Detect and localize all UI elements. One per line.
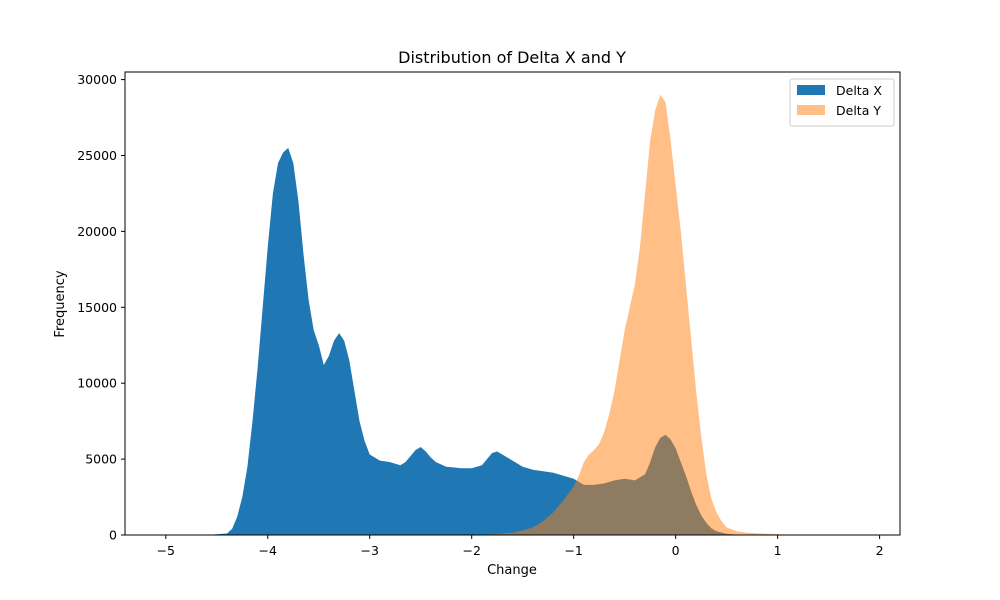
y-tick-label: 0	[109, 528, 117, 543]
x-tick-label: 0	[672, 543, 680, 558]
plot-frame	[124, 71, 901, 536]
legend-swatch-delta-x	[797, 85, 825, 95]
y-axis: 0 5000 10000 15000 20000 25000 30000	[77, 72, 125, 543]
x-tick-label: 1	[774, 543, 782, 558]
legend-label-delta-x: Delta X	[836, 83, 882, 98]
x-tick-label: 2	[876, 543, 884, 558]
x-axis-label: Change	[487, 563, 537, 578]
legend-label-delta-y: Delta Y	[836, 103, 881, 118]
y-tick-label: 30000	[77, 72, 117, 87]
x-axis: −5 −4 −3 −2 −1 0 1 2	[157, 535, 884, 558]
y-tick-label: 5000	[85, 452, 117, 467]
y-tick-label: 15000	[77, 300, 117, 315]
x-tick-label: −4	[259, 543, 277, 558]
legend-swatch-delta-y	[797, 105, 825, 115]
x-tick-label: −1	[564, 543, 582, 558]
x-tick-label: −3	[361, 543, 379, 558]
plot-area	[165, 94, 880, 536]
legend: Delta X Delta Y	[789, 78, 895, 127]
y-tick-label: 10000	[77, 376, 117, 391]
x-tick-label: −2	[462, 543, 480, 558]
x-tick-label: −5	[157, 543, 175, 558]
chart-title: Distribution of Delta X and Y	[398, 48, 626, 67]
y-tick-label: 25000	[77, 148, 117, 163]
y-axis-label: Frequency	[53, 270, 68, 337]
histogram-series-delta-x	[165, 147, 880, 535]
y-tick-label: 20000	[77, 224, 117, 239]
